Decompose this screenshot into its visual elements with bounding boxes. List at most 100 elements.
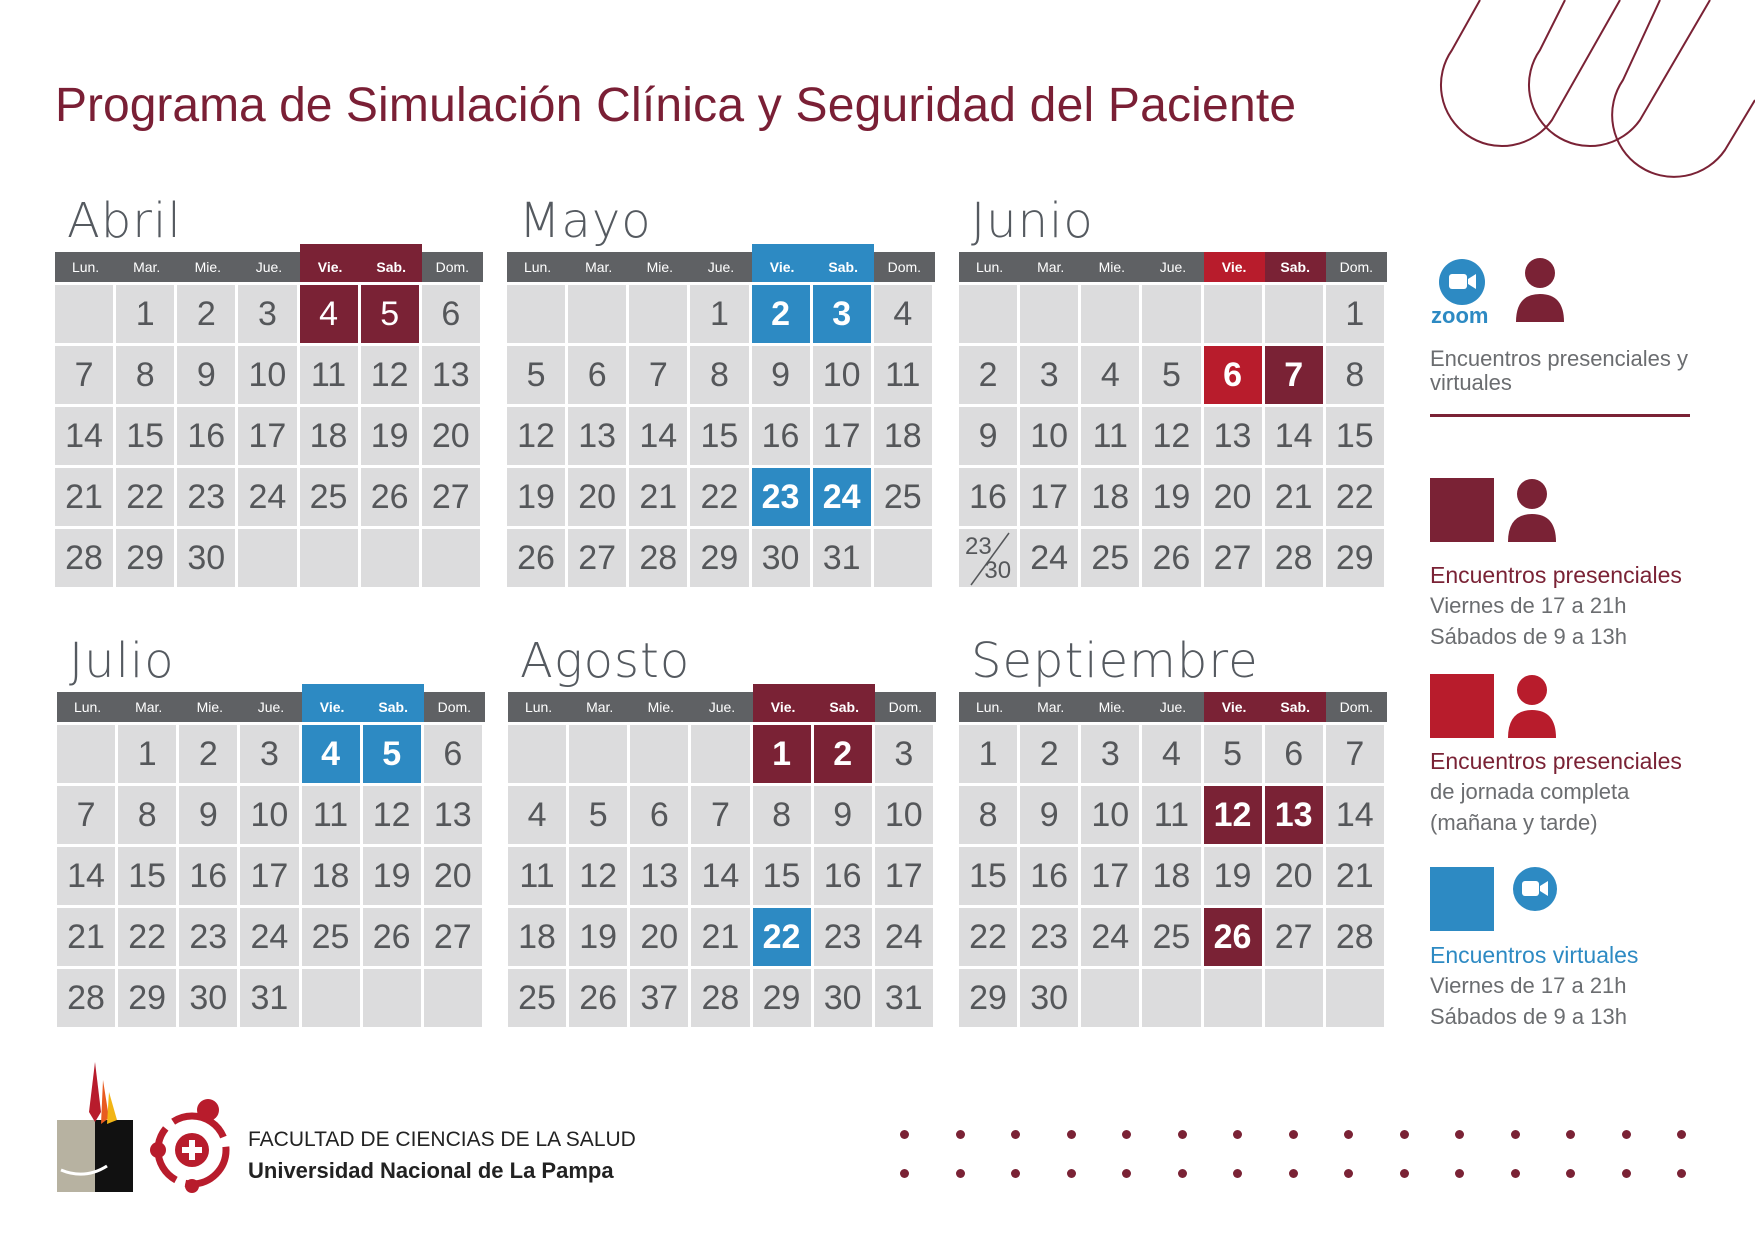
- legend-mixed-text: Encuentros presenciales y virtuales: [1430, 346, 1689, 395]
- day-cell: 3: [812, 285, 874, 346]
- day-cell: 10: [240, 786, 302, 847]
- day-cell: 14: [57, 847, 119, 908]
- dot: [1677, 1169, 1686, 1178]
- day-cell: 21: [1325, 847, 1387, 908]
- weekday-label: Sab.: [812, 244, 874, 282]
- day-cell: 9: [751, 346, 813, 407]
- day-cell: 11: [508, 847, 570, 908]
- day-cell: 11: [299, 346, 361, 407]
- day-cell: 26: [507, 529, 569, 590]
- day-cell: 16: [1020, 847, 1082, 908]
- day-cell: 23: [179, 908, 241, 969]
- dot: [1288, 1130, 1298, 1139]
- dot: [1344, 1169, 1353, 1178]
- empty-cell: [1203, 969, 1265, 1030]
- day-cell: 22: [690, 468, 752, 529]
- day-cell: 28: [55, 529, 117, 590]
- weekday-header: Lun. Mar. Mie. Jue. Vie. Sab. Dom.: [507, 244, 935, 282]
- dot: [1066, 1169, 1076, 1178]
- day-cell: 4: [508, 786, 570, 847]
- day-cell: 21: [629, 468, 691, 529]
- day-cell: 17: [1081, 847, 1143, 908]
- day-cell: 19: [569, 908, 631, 969]
- day-cell: 31: [812, 529, 874, 590]
- legend-virtual-line2: Sábados de 9 a 13h: [1430, 1004, 1627, 1029]
- day-cell: 18: [508, 908, 570, 969]
- day-cell: 30: [177, 529, 239, 590]
- day-cell: 3: [238, 285, 300, 346]
- weekday-label: Mie.: [646, 259, 674, 275]
- weekday-label: Vie.: [1203, 252, 1265, 282]
- day-cell: 16: [813, 847, 875, 908]
- zoom-logo: zoom: [1431, 303, 1489, 328]
- weekday-label: Mie.: [196, 699, 224, 715]
- weekday-label: Mar.: [135, 699, 163, 715]
- day-cell: 6: [423, 725, 485, 786]
- day-cell: 17: [238, 407, 300, 468]
- dot: [1455, 1169, 1464, 1178]
- empty-cell: [360, 529, 422, 590]
- empty-cell: [959, 285, 1021, 346]
- legend-completa-line2: (mañana y tarde): [1430, 810, 1598, 835]
- day-cell: 3: [240, 725, 302, 786]
- empty-cell: [57, 725, 119, 786]
- weekday-label: Mar.: [1037, 699, 1065, 715]
- legend-divider: [1430, 414, 1690, 417]
- weekday-header: Lun. Mar. Mie. Jue. Vie. Sab. Dom.: [55, 244, 483, 282]
- day-cell: 17: [812, 407, 874, 468]
- weekday-label: Lun.: [71, 259, 100, 275]
- day-cell: 18: [873, 407, 935, 468]
- day-cell: 10: [238, 346, 300, 407]
- weekday-label: Dom.: [1339, 699, 1374, 715]
- dot: [1621, 1169, 1631, 1178]
- day-cell: 25: [1081, 529, 1143, 590]
- day-cell: 24: [874, 908, 936, 969]
- day-cell: 27: [421, 468, 483, 529]
- day-cell: 13: [630, 847, 692, 908]
- day-cell: 18: [1142, 847, 1204, 908]
- day-cell: 8: [1325, 346, 1387, 407]
- day-cell: 24: [1020, 529, 1082, 590]
- day-cell: 20: [1203, 468, 1265, 529]
- day-cell: 9: [959, 407, 1021, 468]
- day-cell: 13: [421, 346, 483, 407]
- weekday-label: Jue.: [1159, 699, 1187, 715]
- day-cell: 10: [812, 346, 874, 407]
- day-cell: 13: [1203, 407, 1265, 468]
- day-cell: 9: [813, 786, 875, 847]
- day-cell: 20: [630, 908, 692, 969]
- dot: [1566, 1130, 1575, 1139]
- weekday-label: Lun.: [975, 699, 1004, 715]
- day-cell: 26: [1203, 908, 1265, 969]
- day-cell: 15: [118, 847, 180, 908]
- dot: [900, 1130, 909, 1139]
- dot: [1177, 1130, 1187, 1139]
- day-cell: 7: [629, 346, 691, 407]
- day-cell: 8: [118, 786, 180, 847]
- weekday-label: Mar.: [586, 699, 614, 715]
- day-cell: 26: [360, 468, 422, 529]
- empty-cell: [507, 285, 569, 346]
- day-cell: 28: [1264, 529, 1326, 590]
- day-cell: 5: [362, 725, 424, 786]
- day-cell: 16: [179, 847, 241, 908]
- empty-cell: [1264, 285, 1326, 346]
- decorative-arcs: [1439, 0, 1755, 178]
- empty-cell: [1081, 285, 1143, 346]
- day-grid: 1 2 3 4 5 6 7 8 9 10 11 12 13 14 15 16 17 18 19 20 21 22 23 24 2…: [508, 725, 936, 1030]
- empty-cell: [691, 725, 753, 786]
- day-cell: 6: [1264, 725, 1326, 786]
- dot: [900, 1169, 909, 1178]
- day-cell: 3: [874, 725, 936, 786]
- dot: [1399, 1130, 1409, 1139]
- weekday-label: Jue.: [1159, 259, 1187, 275]
- day-cell: 21: [1264, 468, 1326, 529]
- day-cell: 19: [507, 468, 569, 529]
- day-cell: 10: [1020, 407, 1082, 468]
- day-cell: 27: [1264, 908, 1326, 969]
- day-cell: 7: [55, 346, 117, 407]
- day-cell: 18: [301, 847, 363, 908]
- legend-virtual-head: Encuentros virtuales: [1430, 942, 1639, 968]
- day-cell: 8: [752, 786, 814, 847]
- day-cell: 14: [1325, 786, 1387, 847]
